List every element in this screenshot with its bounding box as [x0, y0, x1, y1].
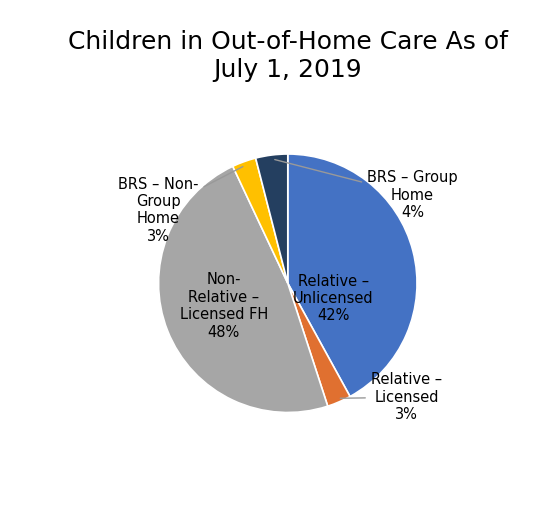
Wedge shape — [233, 158, 288, 283]
Text: BRS – Non-
Group
Home
3%: BRS – Non- Group Home 3% — [118, 166, 243, 244]
Wedge shape — [288, 154, 417, 397]
Wedge shape — [288, 283, 350, 406]
Text: Relative –
Unlicensed
42%: Relative – Unlicensed 42% — [293, 273, 374, 323]
Wedge shape — [159, 166, 328, 413]
Text: Non-
Relative –
Licensed FH
48%: Non- Relative – Licensed FH 48% — [180, 272, 268, 340]
Wedge shape — [256, 154, 288, 283]
Text: BRS – Group
Home
4%: BRS – Group Home 4% — [275, 160, 458, 220]
Title: Children in Out-of-Home Care As of
July 1, 2019: Children in Out-of-Home Care As of July … — [68, 30, 508, 81]
Text: Relative –
Licensed
3%: Relative – Licensed 3% — [340, 372, 442, 422]
